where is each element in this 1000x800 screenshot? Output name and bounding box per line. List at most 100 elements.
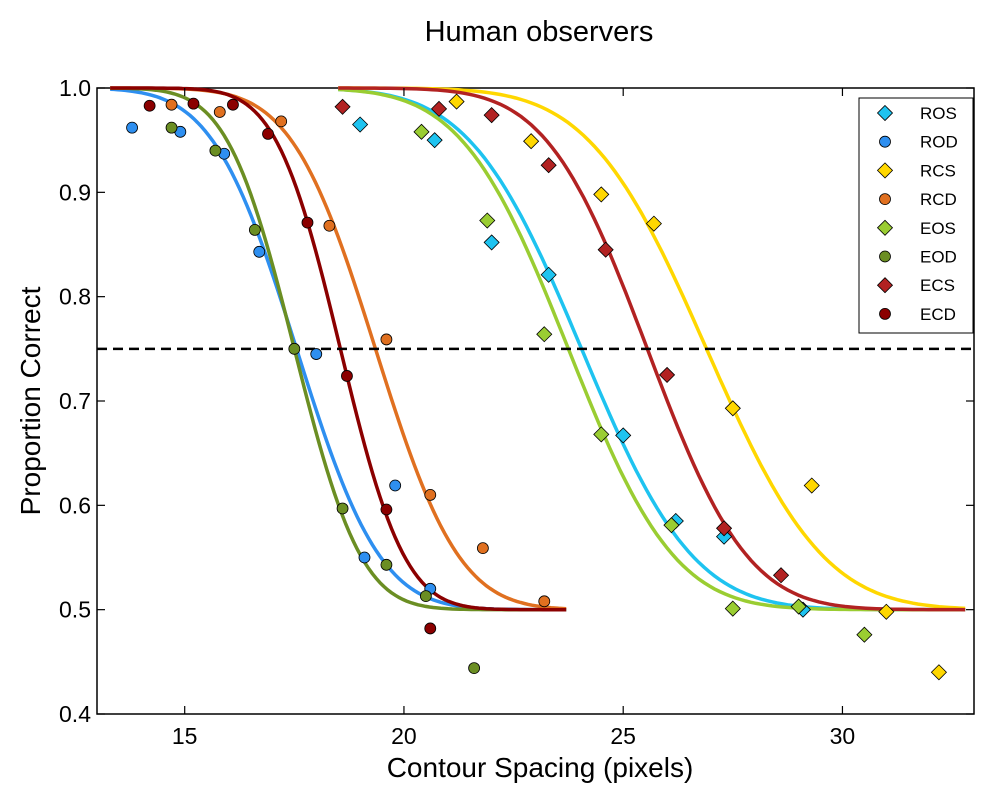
data-point-ros	[352, 116, 369, 133]
data-point-ecs	[715, 520, 733, 537]
x-axis-label: Contour Spacing (pixels)	[387, 752, 694, 783]
data-point-rcs	[878, 603, 895, 620]
legend-marker-ecd	[879, 307, 891, 320]
data-point-rcd	[538, 595, 551, 608]
y-tick-label: 0.6	[59, 492, 91, 518]
fit-curve-ecd	[110, 86, 567, 612]
data-point-ecs	[597, 241, 614, 258]
y-tick-label: 0.8	[59, 284, 91, 310]
data-point-rcd	[165, 98, 178, 111]
data-point-rod	[310, 348, 323, 360]
x-tick-label: 30	[830, 723, 856, 749]
x-tick-label: 15	[172, 723, 198, 749]
legend-marker-rcd	[879, 193, 891, 206]
data-point-eod	[419, 590, 432, 603]
data-point-rod	[358, 551, 371, 564]
data-point-ros	[615, 427, 632, 444]
data-point-eod	[468, 662, 481, 674]
x-tick-label: 25	[610, 723, 636, 749]
data-point-rcd	[476, 542, 489, 555]
data-point-ecd	[143, 99, 156, 112]
legend-label-eod: EOD	[920, 248, 957, 267]
data-point-rod	[126, 121, 138, 134]
y-axis-label: Proportion Correct	[15, 286, 46, 515]
legend-marker-eos	[876, 219, 894, 236]
data-point-rcs	[645, 215, 662, 232]
y-tick-label: 1.0	[59, 75, 91, 101]
legend-label-rod: ROD	[920, 133, 958, 152]
data-point-eos	[593, 426, 610, 443]
data-point-eos	[856, 626, 873, 643]
data-point-eod	[288, 342, 301, 355]
data-point-rcd	[213, 106, 226, 118]
fit-curve-ecs	[338, 86, 966, 612]
data-point-eod	[209, 144, 222, 157]
data-point-eod	[336, 502, 349, 515]
data-point-rcs	[523, 133, 540, 150]
data-point-eos	[413, 123, 430, 140]
legend-label-ros: ROS	[920, 104, 957, 123]
data-point-rcs	[448, 93, 465, 110]
legend-marker-ecs	[876, 277, 894, 294]
y-tick-label: 0.5	[59, 597, 91, 623]
data-point-ecd	[341, 370, 353, 382]
legend-marker-eod	[879, 250, 891, 263]
data-point-rcs	[724, 400, 741, 417]
data-point-ros	[715, 528, 733, 545]
data-point-ros	[540, 266, 557, 283]
data-point-ecd	[262, 128, 274, 140]
data-point-ecd	[424, 622, 437, 635]
data-point-ecd	[301, 216, 314, 229]
data-point-rcd	[275, 115, 288, 128]
legend: ROS ROD RCS RCD EOS EOD ECS ECD	[858, 97, 974, 334]
data-point-ros	[426, 132, 443, 149]
data-markers	[126, 93, 947, 681]
data-point-rcd	[380, 333, 393, 346]
data-point-rcs	[803, 477, 820, 494]
data-point-ecs	[772, 567, 790, 584]
data-point-rcs	[930, 664, 947, 681]
data-point-eos	[663, 517, 680, 534]
data-point-ecs	[658, 366, 676, 383]
data-point-rcd	[323, 219, 336, 232]
legend-marker-rcs	[876, 162, 894, 179]
data-point-eos	[790, 598, 807, 615]
chart-title: Human observers	[425, 16, 654, 48]
legend-label-eos: EOS	[920, 219, 956, 238]
data-point-ecd	[227, 98, 239, 111]
data-point-ecs	[483, 107, 500, 124]
plot-frame	[96, 87, 975, 715]
data-point-eod	[165, 121, 178, 134]
y-tick-label: 0.7	[59, 388, 91, 414]
legend-label-ecd: ECD	[920, 305, 956, 324]
data-point-eod	[380, 558, 393, 571]
plot-area: 15 20 25 30 0.4 0.5 0.6 0.7 0.8 0.9 1.0	[59, 75, 975, 749]
data-point-eos	[536, 326, 553, 343]
legend-label-ecs: ECS	[920, 276, 955, 295]
legend-marker-ros	[876, 104, 894, 122]
legend-label-rcs: RCS	[920, 161, 956, 180]
data-point-ecs	[540, 157, 557, 174]
data-point-ecs	[334, 98, 351, 115]
legend-marker-rod	[879, 135, 891, 148]
data-point-rcd	[424, 488, 437, 501]
data-point-rcs	[593, 186, 610, 203]
data-point-ros	[483, 234, 500, 251]
data-point-eod	[248, 223, 261, 236]
y-tick-label: 0.4	[59, 701, 91, 727]
axis-ticks: 15 20 25 30 0.4 0.5 0.6 0.7 0.8 0.9 1.0	[59, 75, 974, 749]
data-point-ecd	[187, 97, 200, 110]
legend-label-rcd: RCD	[920, 190, 957, 209]
legend-box	[858, 97, 974, 334]
data-point-eos	[479, 212, 496, 229]
data-point-eos	[724, 600, 741, 617]
x-tick-label: 20	[391, 723, 417, 749]
y-tick-label: 0.9	[59, 179, 91, 205]
fit-curves	[110, 86, 966, 612]
legend-entries: ROS ROD RCS RCD EOS EOD ECS ECD	[876, 104, 958, 324]
data-point-ecs	[430, 100, 448, 117]
data-point-ecd	[380, 503, 393, 516]
data-point-rod	[253, 245, 266, 258]
data-point-rod	[389, 479, 402, 492]
